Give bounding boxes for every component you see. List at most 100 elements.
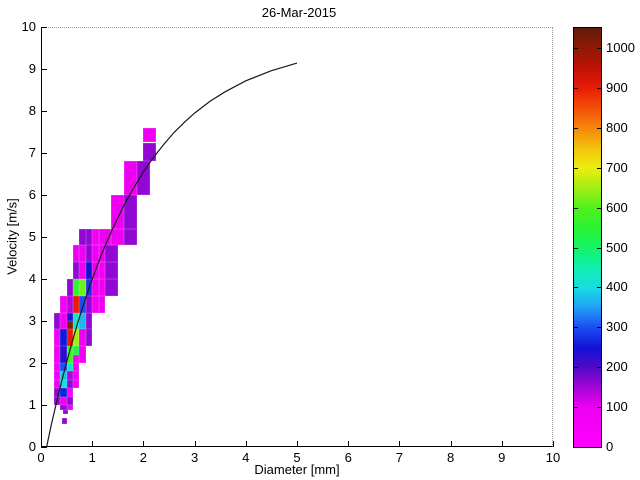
- colorbar-tick-label: 900: [606, 79, 628, 95]
- y-axis-tick-label: 7: [28, 145, 36, 160]
- heatmap-cell: [73, 245, 80, 263]
- heatmap-cell: [60, 405, 67, 410]
- y-axis-tick: [41, 69, 47, 70]
- y-axis-tick: [41, 279, 47, 280]
- x-axis-tick: [553, 441, 554, 447]
- heatmap-cell: [53, 312, 61, 330]
- colorbar-tick-label: 1000: [606, 40, 635, 55]
- heatmap-cell: [73, 354, 80, 363]
- colorbar-tick: [597, 407, 601, 409]
- x-axis-tick-label: 3: [190, 450, 199, 465]
- plot-area: [41, 27, 554, 448]
- y-axis-label: Velocity [m/s]: [4, 198, 20, 275]
- x-axis-tick: [501, 441, 503, 447]
- x-axis-tick: [143, 441, 145, 447]
- heatmap-cell: [60, 396, 67, 405]
- heatmap-cell: [73, 346, 80, 355]
- heatmap-cell: [73, 363, 80, 372]
- x-axis-tick: [245, 441, 247, 447]
- heatmap-cell: [66, 388, 73, 397]
- colorbar-tick-label: 300: [606, 319, 628, 335]
- heatmap-cell: [60, 379, 67, 389]
- colorbar-tick: [574, 87, 578, 89]
- colorbar-tick-label: 700: [606, 159, 628, 175]
- colorbar-tick: [597, 447, 601, 448]
- colorbar-tick: [597, 287, 601, 289]
- x-axis-tick-label: 2: [139, 450, 147, 465]
- x-axis-tick: [399, 441, 401, 447]
- colorbar-tick: [574, 327, 578, 329]
- heatmap-cell: [105, 245, 118, 263]
- colorbar: [573, 27, 602, 448]
- colorbar-tick-label: 500: [606, 239, 628, 255]
- heatmap-cell: [79, 312, 86, 330]
- heatmap-cell: [124, 228, 137, 246]
- heatmap-cell: [85, 329, 93, 347]
- heatmap-cell: [79, 346, 86, 363]
- heatmap-cell: [137, 161, 150, 195]
- heatmap-cell: [53, 379, 61, 389]
- colorbar-tick: [574, 207, 578, 209]
- x-axis-tick-label: 6: [344, 450, 352, 465]
- heatmap-cell: [66, 321, 73, 330]
- heatmap-cell: [53, 371, 61, 380]
- heatmap-cell: [111, 228, 125, 246]
- heatmap-cell: [92, 228, 99, 246]
- colorbar-tick: [597, 127, 601, 129]
- y-axis-tick: [41, 447, 47, 448]
- y-axis-tick-label: 5: [28, 229, 36, 244]
- colorbar-tick: [574, 48, 578, 49]
- colorbar-tick: [574, 407, 578, 409]
- y-axis-tick: [41, 237, 47, 238]
- heatmap-cell: [66, 396, 73, 405]
- x-axis-tick: [348, 441, 350, 447]
- x-axis-tick-label: 1: [88, 450, 96, 465]
- heatmap-cell: [53, 329, 61, 347]
- heatmap-cell: [66, 279, 73, 296]
- heatmap-cell: [85, 245, 93, 263]
- heatmap-cell: [61, 418, 67, 424]
- heatmap-cell: [98, 262, 105, 279]
- heatmap-cell: [73, 329, 80, 347]
- x-axis-tick: [297, 441, 298, 447]
- heatmap-cell: [73, 312, 80, 330]
- y-axis-tick-label: 10: [21, 19, 36, 34]
- y-axis-tick-label: 2: [28, 355, 36, 370]
- heatmap-cell: [85, 295, 93, 313]
- x-axis-label: Diameter [mm]: [254, 462, 340, 477]
- heatmap-cell: [79, 279, 86, 296]
- heatmap-cell: [98, 228, 112, 246]
- heatmap-cell: [98, 279, 105, 296]
- y-axis-tick-label: 6: [28, 187, 36, 202]
- heatmap-cell: [66, 371, 73, 380]
- heatmap-cell: [66, 379, 73, 389]
- x-axis-tick: [194, 441, 196, 447]
- colorbar-tick-label: 0: [606, 439, 614, 454]
- heatmap-cell: [79, 262, 86, 279]
- heatmap-cell: [60, 363, 67, 372]
- heatmap-cell: [79, 228, 86, 246]
- x-axis-tick-label: 10: [545, 450, 561, 465]
- colorbar-tick-label: 100: [606, 399, 628, 415]
- heatmap-cell: [53, 363, 61, 372]
- heatmap-cell: [66, 363, 73, 372]
- heatmap-cell: [98, 295, 105, 313]
- figure-title: 26-Mar-2015: [261, 5, 337, 20]
- heatmap-cell: [60, 329, 67, 347]
- x-axis-tick-label: 0: [37, 450, 45, 465]
- y-axis-tick: [41, 195, 47, 196]
- heatmap-cell: [60, 388, 67, 397]
- colorbar-tick: [597, 87, 601, 89]
- heatmap-cell: [85, 262, 93, 279]
- colorbar-tick: [597, 367, 601, 369]
- x-axis-tick-label: 9: [498, 450, 506, 465]
- y-axis-tick: [41, 321, 47, 322]
- heatmap-cell: [60, 346, 67, 363]
- y-axis-tick-label: 8: [28, 103, 36, 118]
- heatmap-cell: [60, 295, 67, 313]
- heatmap-cell: [66, 329, 73, 347]
- heatmap-cell: [73, 371, 80, 380]
- colorbar-tick-label: 600: [606, 199, 628, 215]
- heatmap-cell: [53, 346, 61, 363]
